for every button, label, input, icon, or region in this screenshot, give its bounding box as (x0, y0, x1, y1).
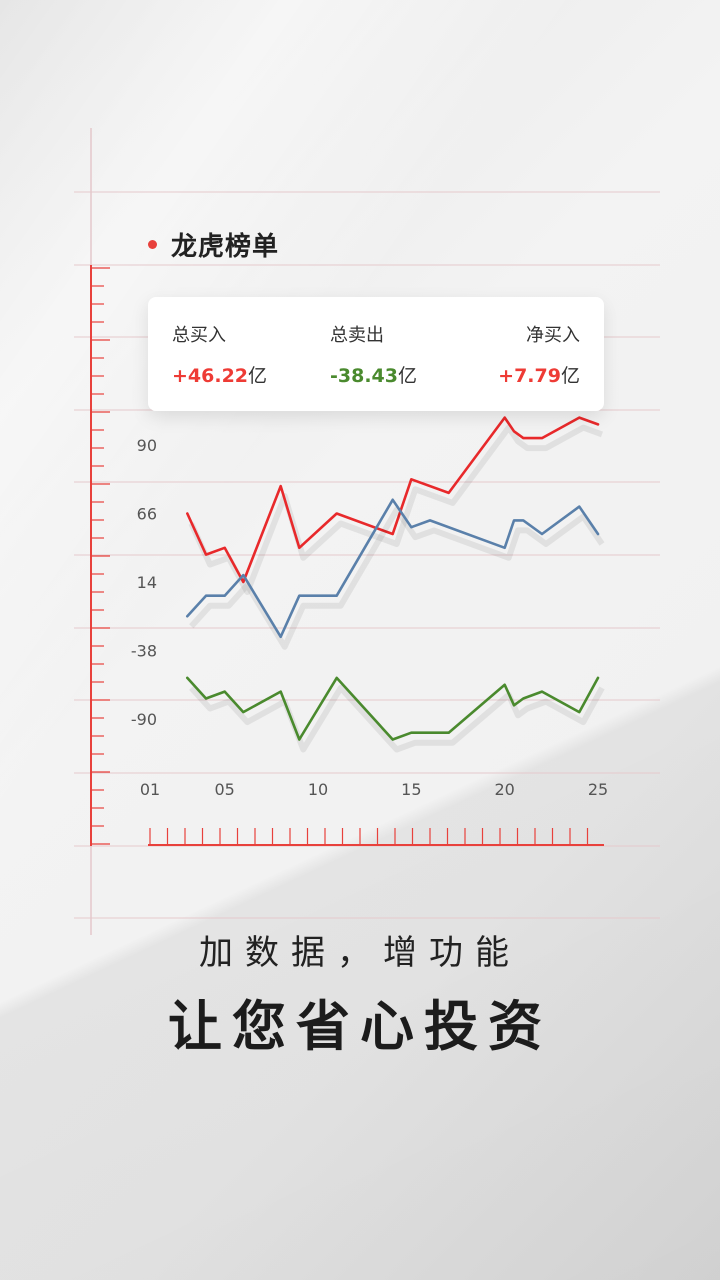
total-buy-label: 总买入 (172, 325, 226, 346)
x-tick-label: 15 (401, 780, 421, 799)
net-buy-stat: 净买入 +7.79亿 (498, 321, 580, 388)
total-buy-value: +46.22 (172, 365, 249, 387)
series-line-shadow (189, 506, 605, 650)
title-bullet-icon (148, 239, 157, 249)
y-tick-label: 90 (137, 436, 157, 455)
y-tick-label: -90 (131, 710, 157, 729)
x-tick-label: 01 (140, 780, 160, 799)
title-text: 龙虎榜单 (171, 231, 280, 262)
total-sell-stat: 总卖出 -38.43亿 (330, 321, 417, 388)
headline: 让您省心投资 (168, 995, 552, 1058)
series-line-2 (186, 498, 600, 639)
y-tick-label: 66 (137, 505, 157, 524)
x-tick-label: 05 (214, 780, 234, 799)
net-buy-unit: 亿 (560, 365, 580, 387)
summary-card[interactable]: 总买入 +46.22亿 总卖出 -38.43亿 净买入 +7.79亿 (148, 297, 604, 411)
total-buy-unit: 亿 (248, 365, 268, 387)
series-line-1 (186, 416, 600, 584)
net-buy-value: +7.79 (498, 365, 561, 387)
x-tick-label: 25 (588, 780, 608, 799)
total-sell-label: 总卖出 (330, 325, 384, 346)
y-tick-label: -38 (131, 642, 157, 661)
net-buy-label: 净买入 (526, 325, 580, 346)
total-sell-value: -38.43 (330, 365, 398, 387)
total-sell-unit: 亿 (397, 365, 417, 387)
series-line-shadow (189, 684, 605, 753)
series-line-3 (186, 676, 600, 741)
x-tick-label: 20 (494, 780, 514, 799)
tagline: 加数据，增功能 (199, 933, 521, 973)
section-title: 龙虎榜单 (148, 226, 279, 262)
total-buy-stat: 总买入 +46.22亿 (172, 321, 267, 388)
y-tick-label: 14 (137, 573, 157, 592)
x-tick-label: 10 (308, 780, 328, 799)
